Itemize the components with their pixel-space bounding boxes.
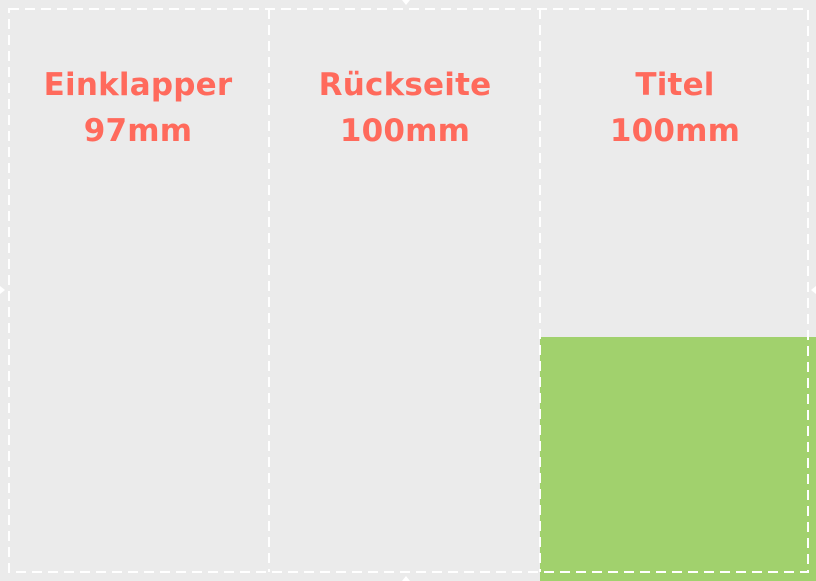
panel-einklapper: Einklapper 97mm	[8, 62, 268, 154]
right-middle-marker	[811, 286, 816, 294]
left-middle-marker	[0, 286, 5, 294]
panel-titel-size: 100mm	[609, 113, 741, 149]
panel-rueckseite-name: Rückseite	[318, 67, 492, 103]
top-center-marker	[402, 0, 410, 5]
title-panel-accent-block	[540, 337, 816, 581]
panel-titel-name: Titel	[635, 67, 715, 103]
panel-einklapper-size: 97mm	[83, 113, 193, 149]
panel-einklapper-name: Einklapper	[43, 67, 233, 103]
panel-rueckseite: Rückseite 100mm	[270, 62, 540, 154]
panel-rueckseite-size: 100mm	[339, 113, 471, 149]
panel-titel: Titel 100mm	[540, 62, 810, 154]
bottom-center-marker	[402, 576, 410, 581]
